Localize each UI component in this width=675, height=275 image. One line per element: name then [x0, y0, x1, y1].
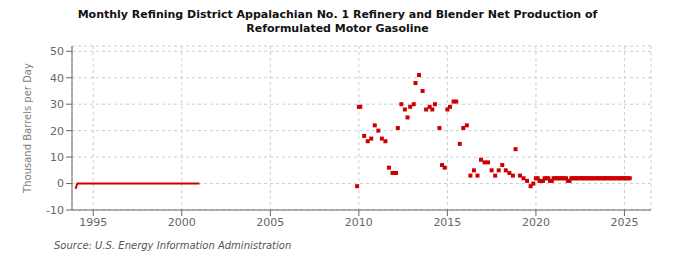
html-text:Source: U.S. Energy Informatio: Source: U.S. Energy Information Administ… [54, 240, 292, 251]
svg-text:2025: 2025 [610, 216, 638, 229]
svg-text:40: 40 [50, 72, 64, 85]
svg-text:10: 10 [50, 151, 64, 164]
svg-text:2000: 2000 [168, 216, 196, 229]
svg-text:50: 50 [50, 45, 64, 58]
svg-text:1995: 1995 [79, 216, 107, 229]
svg-text:2005: 2005 [256, 216, 284, 229]
svg-text:20: 20 [50, 125, 64, 138]
svg-text:Thousand Barrels per Day: Thousand Barrels per Day [22, 63, 33, 194]
svg-text:0: 0 [57, 177, 64, 190]
html-text:Reformulated Motor Gasoline: Reformulated Motor Gasoline [246, 22, 429, 35]
html-text:Monthly Refining District Appa: Monthly Refining District Appalachian No… [77, 8, 598, 21]
svg-text:-10: -10 [46, 204, 64, 217]
svg-text:2020: 2020 [522, 216, 550, 229]
svg-text:2015: 2015 [433, 216, 461, 229]
svg-text:2010: 2010 [345, 216, 373, 229]
svg-text:30: 30 [50, 98, 64, 111]
